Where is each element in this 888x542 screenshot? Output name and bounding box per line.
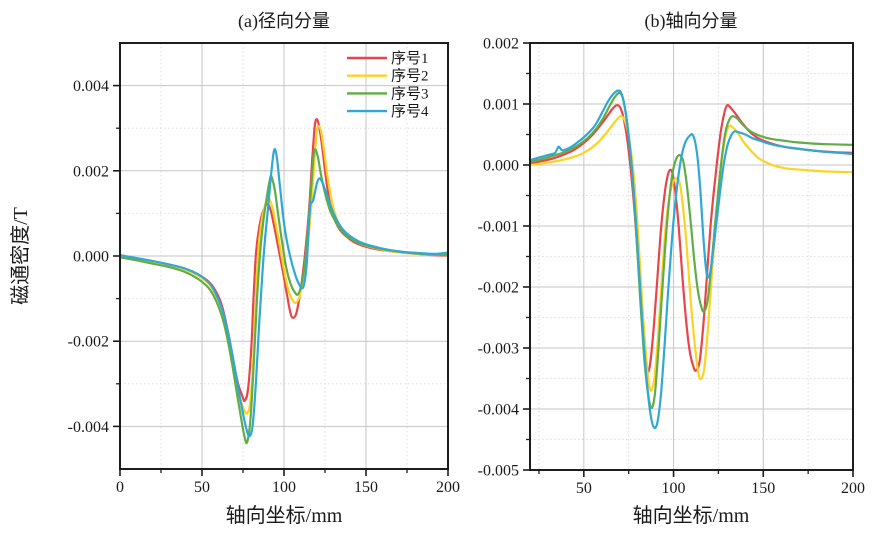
- y-axis-tick-label: 0.002: [73, 163, 109, 180]
- x-axis-tick-label: 200: [436, 479, 460, 496]
- series-line-3: [120, 148, 448, 445]
- x-axis-tick-label: 0: [116, 479, 124, 496]
- series-line-4: [120, 148, 448, 438]
- y-axis-tick-label: -0.002: [68, 334, 109, 351]
- chart-a-xaxis-label: 轴向坐标/mm: [226, 504, 343, 527]
- y-axis-tick-label: -0.002: [478, 280, 519, 297]
- y-axis-tick-label: -0.004: [478, 402, 519, 419]
- y-axis-tick-label: 0.004: [73, 78, 109, 95]
- y-axis-tick-label: 0.000: [483, 158, 519, 175]
- legend-item-label: 序号3: [391, 85, 429, 102]
- legend-item-label: 序号1: [391, 50, 429, 67]
- x-axis-tick-label: 150: [354, 479, 378, 496]
- y-axis-tick-label: 0.000: [73, 249, 109, 266]
- chart-axial-component: 50 100 150 200 0.002 0.001 0.000 -0.001 -0.002 -0…: [478, 36, 865, 498]
- legend-item-label: 序号4: [391, 103, 429, 120]
- y-axis-tick-label: -0.004: [68, 419, 109, 436]
- x-axis-tick-label: 50: [576, 480, 592, 497]
- y-axis-tick-label: 0.002: [483, 36, 519, 53]
- chart-a-yaxis-label: 磁通密度/T: [9, 207, 32, 305]
- chart-b-xaxis-label: 轴向坐标/mm: [633, 504, 750, 527]
- y-axis-tick-label: -0.005: [478, 463, 519, 480]
- chart-b-title: (b)轴向分量: [645, 11, 738, 32]
- x-axis-tick-label: 150: [751, 480, 775, 497]
- y-axis-tick-label: -0.003: [478, 341, 519, 358]
- x-axis-tick-label: 100: [662, 480, 686, 497]
- x-axis-tick-label: 200: [841, 480, 865, 497]
- series-line-3: [530, 91, 853, 410]
- chart-radial-component: 0 50 100 150 200 -0.004 -0.002 0.000 0.002 0.004 序…: [68, 42, 460, 496]
- y-axis-tick-label: 0.001: [483, 97, 519, 114]
- series-line-2: [530, 115, 853, 392]
- legend-item-label: 序号2: [391, 68, 429, 85]
- chart-a-title: (a)径向分量: [238, 11, 330, 32]
- x-axis-tick-label: 50: [194, 479, 210, 496]
- y-axis-tick-label: -0.001: [478, 219, 519, 236]
- x-axis-tick-label: 100: [272, 479, 296, 496]
- series-line-4: [530, 89, 853, 430]
